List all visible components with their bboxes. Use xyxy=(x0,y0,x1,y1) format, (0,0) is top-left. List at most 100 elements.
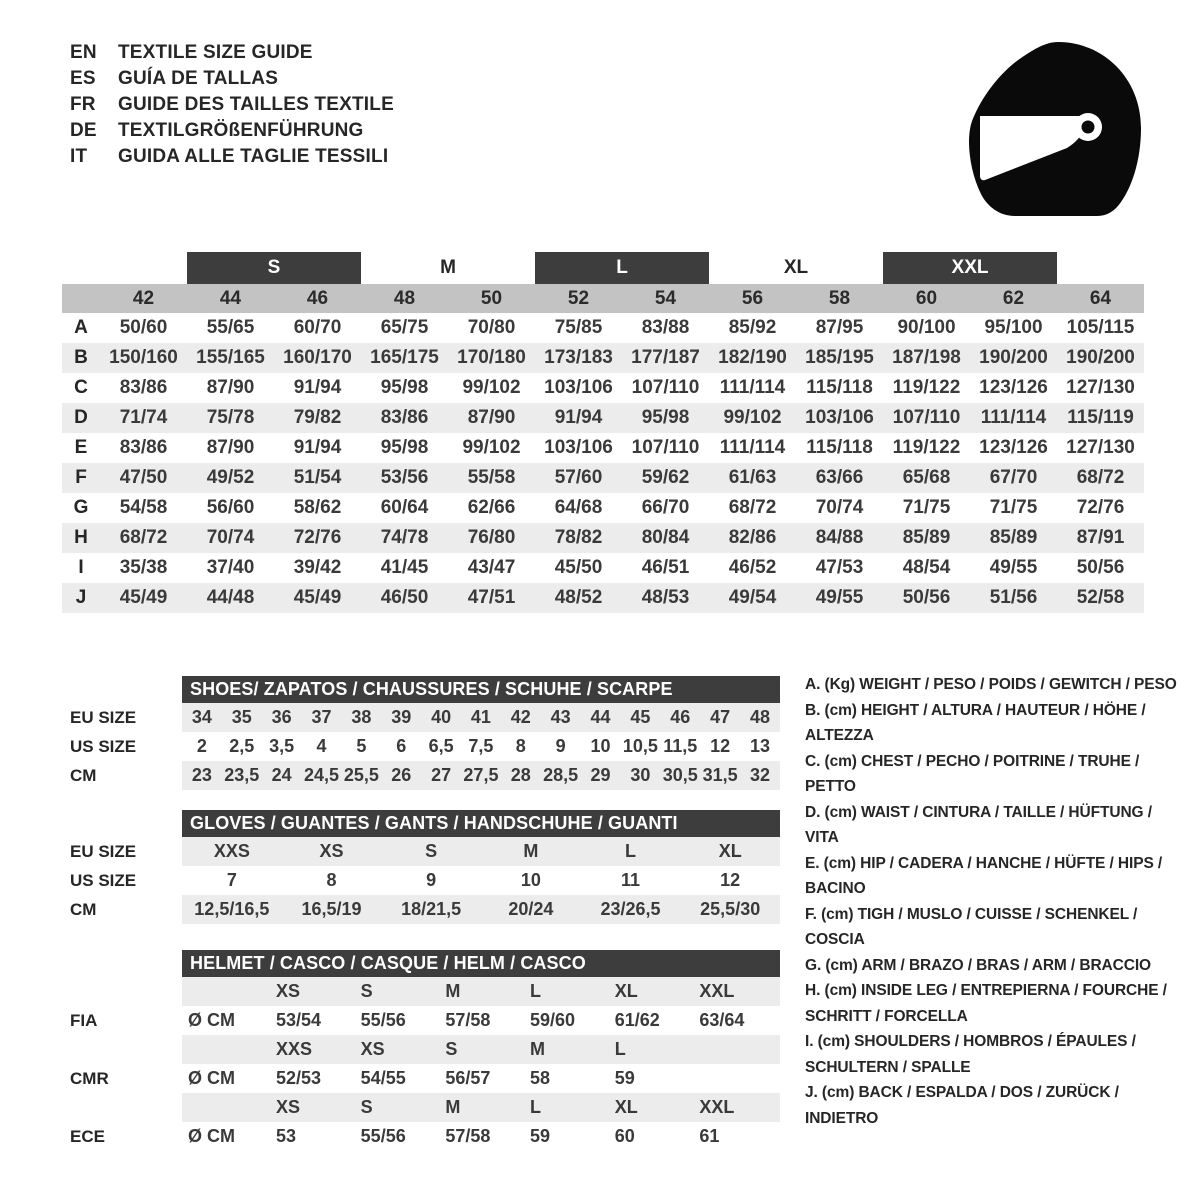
size-column-header: 46 xyxy=(306,287,329,309)
legend-entry: B. (cm) HEIGHT / ALTURA / HAUTEUR / HÖHE… xyxy=(805,701,1146,745)
table-cell: 2,5 xyxy=(229,736,255,756)
size-column-header: 64 xyxy=(1089,287,1112,309)
table-cell: 87/90 xyxy=(467,407,516,428)
table-cell: 150/160 xyxy=(109,347,178,368)
table-cell: 52/58 xyxy=(1076,587,1125,608)
row-key-a: A xyxy=(74,317,88,338)
table-cell: 160/170 xyxy=(283,347,352,368)
table-cell: 58 xyxy=(530,1068,551,1088)
legend-entry: D. (cm) WAIST / CINTURA / TAILLE / HÜFTU… xyxy=(805,803,1152,847)
title-lang-code: EN xyxy=(70,42,97,63)
table-cell: 4 xyxy=(316,736,327,756)
title-block: EN TEXTILE SIZE GUIDE ES GUÍA DE TALLAS FR GU… xyxy=(70,40,394,170)
table-row: CMR Ø CM 52/53 54/55 56/57 58 59 xyxy=(70,1064,780,1093)
table-cell: 66/70 xyxy=(641,497,690,518)
table-cell: 30 xyxy=(630,765,651,785)
table-cell: 103/106 xyxy=(805,407,874,428)
legend-entry: G. (cm) ARM / BRAZO / BRAS / ARM / BRACC… xyxy=(805,956,1151,974)
table-cell: 55/56 xyxy=(360,1126,406,1146)
table-cell: 63/66 xyxy=(815,467,864,488)
title-lang-code: FR xyxy=(70,94,96,115)
table-cell: 60/70 xyxy=(293,317,342,338)
helmet-unit-label: Ø CM xyxy=(188,1010,235,1030)
table-cell: 82/86 xyxy=(728,527,777,548)
table-cell: 36 xyxy=(271,707,292,727)
gloves-table: GLOVES / GUANTES / GANTS / HANDSCHUHE / … xyxy=(70,810,780,924)
legend-entry: SCHULTERN / SPALLE xyxy=(805,1058,971,1076)
measurement-legend: A. (Kg) WEIGHT / PESO / POIDS / GEWITCH … xyxy=(805,672,1185,1131)
table-cell: 44/48 xyxy=(206,587,255,608)
table-cell: 74/78 xyxy=(380,527,429,548)
table-cell: 61/63 xyxy=(728,467,777,488)
helmet-size-header: XXL xyxy=(699,981,735,1001)
table-row: EU SIZE XXS XS S M L XL xyxy=(70,837,780,866)
row-cells: XXS XS S M L XL xyxy=(182,837,780,866)
table-cell: 65/68 xyxy=(902,467,951,488)
table-cell: 85/92 xyxy=(728,317,777,338)
table-cell: 62/66 xyxy=(467,497,516,518)
table-cell: 103/106 xyxy=(544,377,613,398)
table-cell: 105/115 xyxy=(1066,317,1135,338)
table-cell: 50/56 xyxy=(902,587,951,608)
table-cell: 71/75 xyxy=(902,497,951,518)
row-key-d: D xyxy=(74,407,88,428)
table-cell: 45/49 xyxy=(119,587,168,608)
row-label: US SIZE xyxy=(70,870,137,890)
table-cell: 182/190 xyxy=(718,347,787,368)
table-cell: 53/56 xyxy=(380,467,429,488)
table-cell: 83/86 xyxy=(380,407,429,428)
legend-entry: I. (cm) SHOULDERS / HOMBROS / ÉPAULES / xyxy=(805,1033,1136,1050)
helmet-size-header-cells: XS S M L XL XXL xyxy=(182,1093,780,1122)
table-cell: 48 xyxy=(749,707,770,727)
table-cell: 87/90 xyxy=(206,437,255,458)
helmet-size-header: L xyxy=(614,1039,626,1059)
table-cell: 50/60 xyxy=(119,317,168,338)
helmet-size-header: XS xyxy=(276,1097,301,1117)
gloves-table-title: GLOVES / GUANTES / GANTS / HANDSCHUHE / … xyxy=(182,810,780,837)
table-cell: 111/114 xyxy=(719,437,786,458)
table-cell: 123/126 xyxy=(979,377,1048,398)
size-column-header: 54 xyxy=(654,287,677,309)
table-cell: 119/122 xyxy=(892,437,961,458)
table-cell: 85/89 xyxy=(902,527,951,548)
table-row: A 50/60 55/65 60/70 65/75 70/80 75/85 83/88 85/9… xyxy=(62,313,1144,343)
table-cell: 80/84 xyxy=(641,527,690,548)
helmet-size-header: XL xyxy=(614,1097,638,1117)
helmet-size-header: L xyxy=(530,981,542,1001)
table-cell: 83/86 xyxy=(119,437,168,458)
table-cell: 46/50 xyxy=(380,587,429,608)
row-cells: Ø CM 53 55/56 57/58 59 60 61 xyxy=(182,1122,780,1151)
table-cell: 30,5 xyxy=(662,765,698,785)
shoes-table-title: SHOES/ ZAPATOS / CHAUSSURES / SCHUHE / S… xyxy=(182,676,780,703)
row-key-j: J xyxy=(75,587,87,608)
title-label: GUIDE DES TAILLES TEXTILE xyxy=(118,94,394,115)
table-cell: 51/54 xyxy=(293,467,342,488)
table-cell: 95/100 xyxy=(984,317,1043,338)
table-cell: 50/56 xyxy=(1076,557,1125,578)
helmet-size-header: S xyxy=(360,981,373,1001)
title-label: TEXTILGRÖßENFÜHRUNG xyxy=(118,120,364,141)
table-row: EU SIZE 34 35 36 37 38 39 40 41 42 43 44 45 46 47 48 xyxy=(70,703,780,732)
title-lang-code: IT xyxy=(70,146,88,167)
helmet-size-header-cells: XXS XS S M L xyxy=(182,1035,780,1064)
table-cell: 53 xyxy=(276,1126,297,1146)
title-lang-code: DE xyxy=(70,120,97,141)
table-row: F 47/50 49/52 51/54 53/56 55/58 57/60 59/62 61/6… xyxy=(62,463,1144,493)
table-cell: 12,5/16,5 xyxy=(194,899,270,919)
helmet-standard-label: FIA xyxy=(70,1010,98,1030)
racing-helmet-icon xyxy=(955,30,1155,225)
row-cells: Ø CM 52/53 54/55 56/57 58 59 xyxy=(182,1064,780,1093)
size-column-header: 42 xyxy=(132,287,155,309)
table-cell: 107/110 xyxy=(892,407,961,428)
row-key-i: I xyxy=(78,557,84,578)
size-band-s: S xyxy=(187,252,361,284)
main-size-table: S M L XL XXL 42 44 46 48 50 52 54 56 58 60 62 64 A 50/60… xyxy=(62,252,1144,613)
table-cell: 56/60 xyxy=(206,497,255,518)
table-cell: 10 xyxy=(590,736,611,756)
table-cell: 91/94 xyxy=(293,377,342,398)
title-line: FR GUIDE DES TAILLES TEXTILE xyxy=(70,92,394,118)
table-row: US SIZE 2 2,5 3,5 4 5 6 6,5 7,5 8 9 10 10,5 11,5 12 13 xyxy=(70,732,780,761)
row-label: CM xyxy=(70,765,97,785)
size-band-l: L xyxy=(535,252,709,284)
